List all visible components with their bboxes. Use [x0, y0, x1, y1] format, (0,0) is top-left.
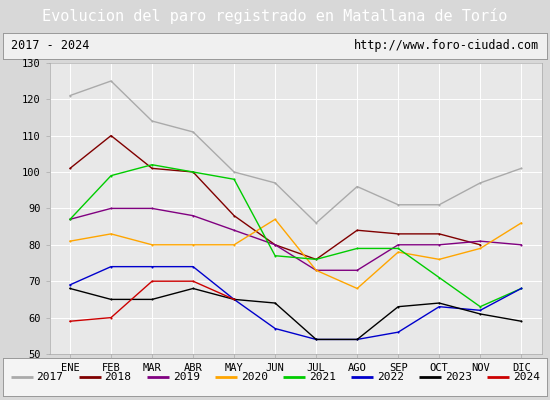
Text: 2017 - 2024: 2017 - 2024: [11, 39, 89, 52]
Text: Evolucion del paro registrado en Matallana de Torío: Evolucion del paro registrado en Matalla…: [42, 8, 508, 24]
Text: 2018: 2018: [104, 372, 131, 382]
Text: http://www.foro-ciudad.com: http://www.foro-ciudad.com: [354, 39, 539, 52]
Text: 2024: 2024: [513, 372, 540, 382]
Text: 2023: 2023: [445, 372, 472, 382]
Text: 2017: 2017: [36, 372, 63, 382]
Text: 2022: 2022: [377, 372, 404, 382]
Text: 2020: 2020: [241, 372, 268, 382]
Text: 2021: 2021: [309, 372, 336, 382]
Text: 2019: 2019: [173, 372, 200, 382]
